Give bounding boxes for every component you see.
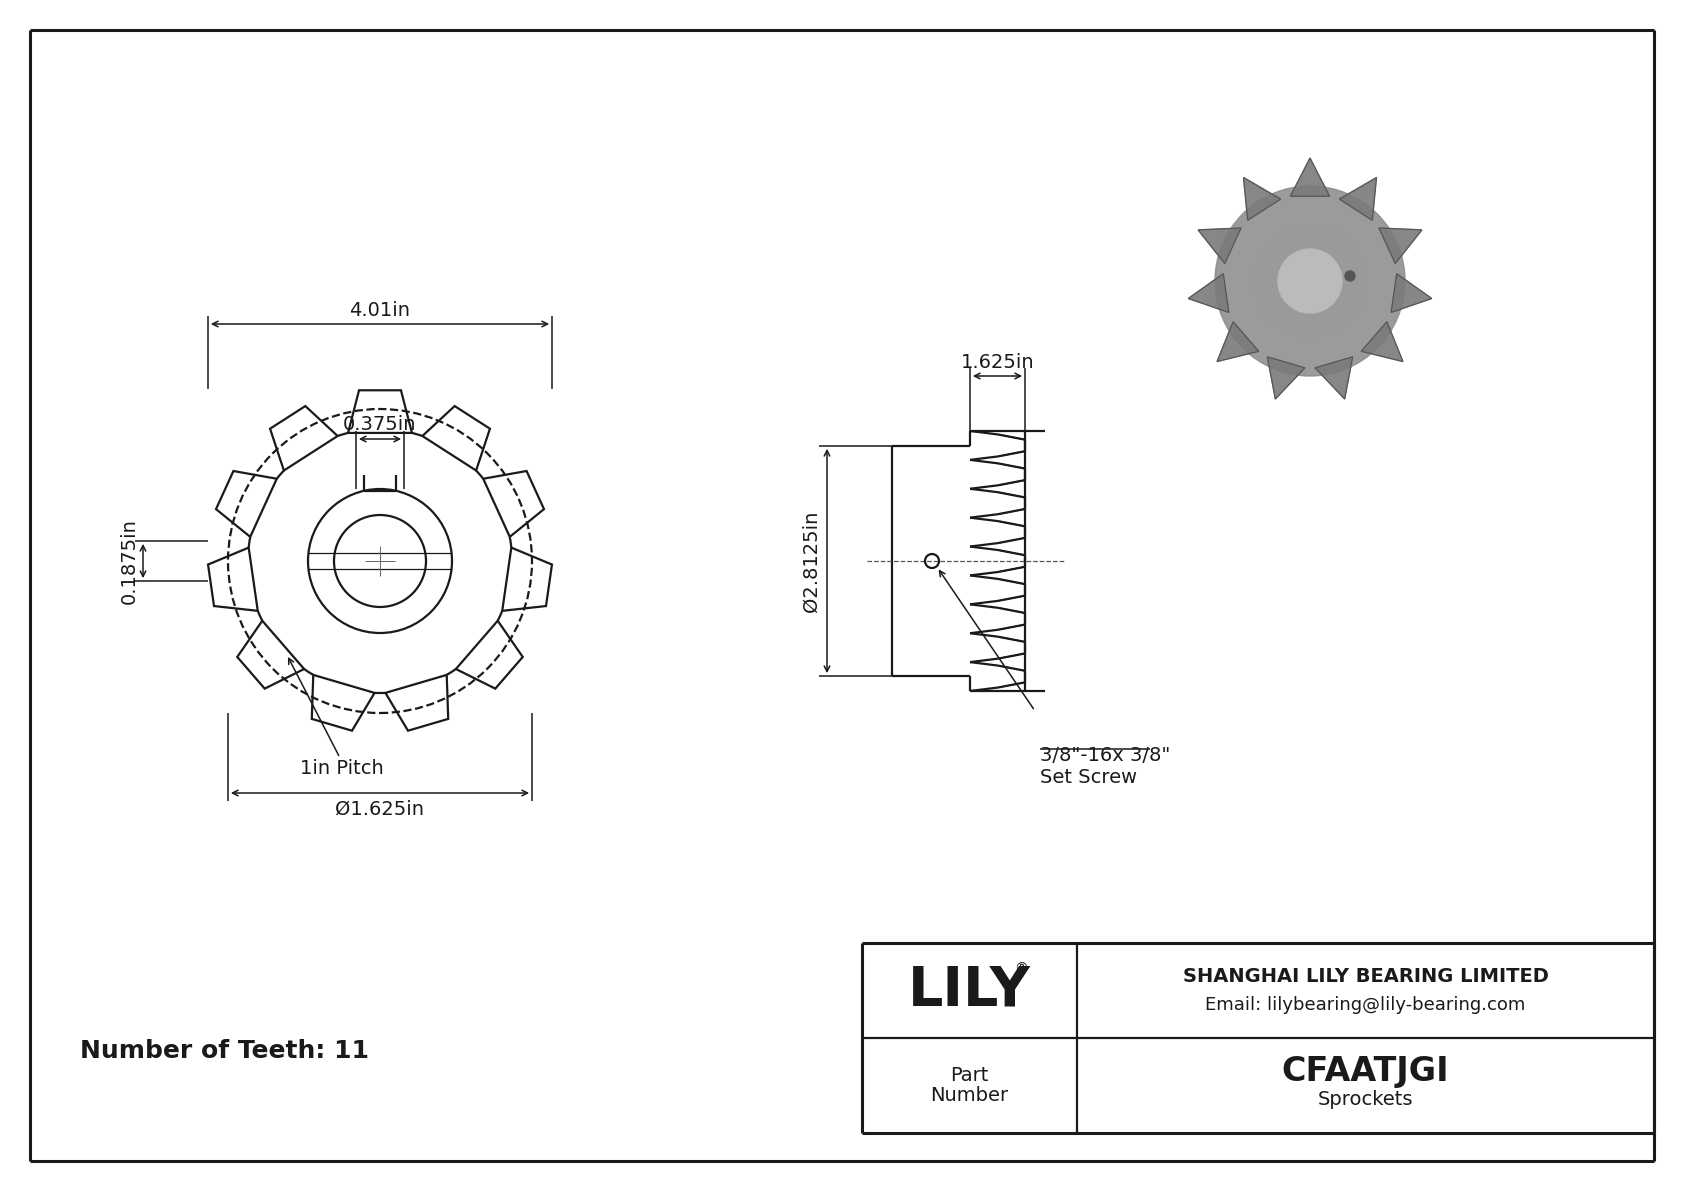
Text: 3/8"-16x 3/8"
Set Screw: 3/8"-16x 3/8" Set Screw bbox=[1041, 746, 1170, 787]
Polygon shape bbox=[1197, 227, 1241, 263]
Text: 4.01in: 4.01in bbox=[350, 300, 411, 319]
Text: Number of Teeth: 11: Number of Teeth: 11 bbox=[81, 1039, 369, 1064]
Circle shape bbox=[1346, 272, 1356, 281]
Circle shape bbox=[1278, 249, 1342, 313]
Polygon shape bbox=[1339, 177, 1376, 220]
Text: LILY: LILY bbox=[908, 964, 1031, 1017]
Text: Sprockets: Sprockets bbox=[1319, 1090, 1413, 1109]
Polygon shape bbox=[1391, 274, 1431, 312]
Text: 0.1875in: 0.1875in bbox=[120, 518, 138, 604]
Circle shape bbox=[1255, 226, 1366, 336]
Text: Email: lilybearing@lily-bearing.com: Email: lilybearing@lily-bearing.com bbox=[1206, 996, 1526, 1014]
Text: SHANGHAI LILY BEARING LIMITED: SHANGHAI LILY BEARING LIMITED bbox=[1182, 967, 1548, 986]
Text: Part: Part bbox=[950, 1066, 989, 1085]
Text: ®: ® bbox=[1014, 961, 1027, 975]
Text: 1in Pitch: 1in Pitch bbox=[300, 759, 384, 778]
Text: CFAATJGI: CFAATJGI bbox=[1282, 1055, 1450, 1089]
Text: Number: Number bbox=[930, 1086, 1009, 1105]
Polygon shape bbox=[1379, 227, 1421, 263]
Polygon shape bbox=[1361, 322, 1403, 362]
Circle shape bbox=[1214, 186, 1404, 376]
Polygon shape bbox=[1218, 322, 1258, 362]
Text: 1.625in: 1.625in bbox=[960, 353, 1034, 372]
Polygon shape bbox=[1268, 357, 1305, 399]
Text: Ø2.8125in: Ø2.8125in bbox=[802, 510, 820, 612]
Polygon shape bbox=[1290, 158, 1330, 197]
Polygon shape bbox=[1189, 274, 1229, 312]
Polygon shape bbox=[1243, 177, 1280, 220]
Text: Ø1.625in: Ø1.625in bbox=[335, 799, 424, 818]
Polygon shape bbox=[1315, 357, 1352, 399]
Text: 0.375in: 0.375in bbox=[344, 416, 416, 435]
